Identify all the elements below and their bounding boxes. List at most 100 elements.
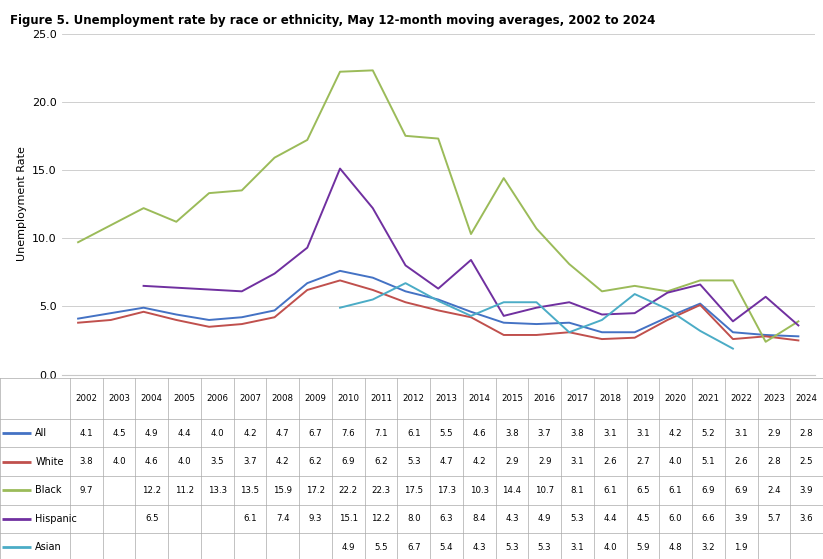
Text: 3.8: 3.8 [505,429,518,438]
Text: 7.6: 7.6 [342,429,355,438]
Text: 2.8: 2.8 [767,457,781,466]
Text: 2010: 2010 [337,394,360,403]
Text: 4.3: 4.3 [472,543,486,552]
Text: 10.7: 10.7 [535,486,554,495]
Text: 8.1: 8.1 [570,486,584,495]
Text: 3.8: 3.8 [570,429,584,438]
Text: 6.1: 6.1 [244,514,257,523]
Text: 4.0: 4.0 [603,543,617,552]
Text: 2012: 2012 [402,394,425,403]
Text: 10.3: 10.3 [470,486,489,495]
Text: 4.1: 4.1 [80,429,93,438]
Text: 2024: 2024 [796,394,817,403]
Text: 2.7: 2.7 [636,457,649,466]
Text: 2013: 2013 [435,394,458,403]
Text: 5.5: 5.5 [439,429,453,438]
Text: 13.5: 13.5 [240,486,259,495]
Text: 5.3: 5.3 [505,543,518,552]
Text: 3.1: 3.1 [636,429,649,438]
Text: 4.2: 4.2 [244,429,257,438]
Text: 6.1: 6.1 [669,486,682,495]
Text: 6.0: 6.0 [669,514,682,523]
Text: 2011: 2011 [370,394,392,403]
Text: 4.0: 4.0 [211,429,224,438]
Text: 4.0: 4.0 [669,457,682,466]
Text: 2.4: 2.4 [767,486,781,495]
Text: 3.2: 3.2 [701,543,715,552]
Text: 5.4: 5.4 [439,543,453,552]
Text: 17.2: 17.2 [306,486,325,495]
Text: 13.3: 13.3 [207,486,227,495]
Text: 2015: 2015 [501,394,523,403]
Text: 3.1: 3.1 [570,457,584,466]
Text: 3.6: 3.6 [800,514,813,523]
Text: Figure 5. Unemployment rate by race or ethnicity, May 12-month moving averages, : Figure 5. Unemployment rate by race or e… [10,14,655,27]
Text: 8.0: 8.0 [407,514,421,523]
Y-axis label: Unemployment Rate: Unemployment Rate [16,146,26,262]
Text: 4.0: 4.0 [178,457,192,466]
Text: 2.5: 2.5 [800,457,813,466]
Text: 6.6: 6.6 [701,514,715,523]
Text: 22.2: 22.2 [339,486,358,495]
Text: Hispanic: Hispanic [35,514,77,524]
Text: 2008: 2008 [272,394,294,403]
Text: 3.9: 3.9 [734,514,748,523]
Text: 4.0: 4.0 [112,457,126,466]
Text: 4.2: 4.2 [276,457,290,466]
Text: 2009: 2009 [305,394,327,403]
Text: 5.5: 5.5 [374,543,388,552]
Text: 2.9: 2.9 [505,457,518,466]
Text: 2.6: 2.6 [603,457,617,466]
Text: 2007: 2007 [239,394,261,403]
Text: 5.2: 5.2 [701,429,715,438]
Text: 6.1: 6.1 [407,429,421,438]
Text: 9.7: 9.7 [80,486,93,495]
Text: 2005: 2005 [174,394,196,403]
Text: 2019: 2019 [632,394,653,403]
Text: 4.3: 4.3 [505,514,518,523]
Text: 2.9: 2.9 [767,429,781,438]
Text: 6.9: 6.9 [702,486,715,495]
Text: 2022: 2022 [730,394,752,403]
Text: 2020: 2020 [665,394,686,403]
Text: 17.3: 17.3 [437,486,456,495]
Text: 6.9: 6.9 [342,457,355,466]
Text: 4.9: 4.9 [145,429,159,438]
Text: 5.9: 5.9 [636,543,649,552]
Text: 4.5: 4.5 [636,514,649,523]
Text: 15.1: 15.1 [339,514,358,523]
Text: 11.2: 11.2 [175,486,194,495]
Text: Black: Black [35,485,62,495]
Text: 6.9: 6.9 [734,486,748,495]
Text: 2.8: 2.8 [800,429,813,438]
Text: 3.9: 3.9 [800,486,813,495]
Text: 4.4: 4.4 [178,429,192,438]
Text: 3.7: 3.7 [244,457,257,466]
Text: 4.8: 4.8 [669,543,682,552]
Text: 4.6: 4.6 [145,457,159,466]
Text: 4.9: 4.9 [342,543,355,552]
Text: 2.6: 2.6 [734,457,748,466]
Text: 2018: 2018 [599,394,621,403]
Text: 2.9: 2.9 [538,457,551,466]
Text: 5.3: 5.3 [407,457,421,466]
Text: 22.3: 22.3 [371,486,391,495]
Text: 6.7: 6.7 [309,429,323,438]
Text: 12.2: 12.2 [142,486,161,495]
Text: 7.4: 7.4 [276,514,290,523]
Text: 6.5: 6.5 [145,514,159,523]
Text: 3.1: 3.1 [734,429,748,438]
Text: All: All [35,428,48,438]
Text: 2003: 2003 [108,394,130,403]
Text: 2006: 2006 [207,394,228,403]
Text: 4.2: 4.2 [472,457,486,466]
Text: 4.2: 4.2 [669,429,682,438]
Text: 3.8: 3.8 [80,457,93,466]
Text: 6.1: 6.1 [603,486,617,495]
Text: 7.1: 7.1 [374,429,388,438]
Text: White: White [35,457,63,467]
Text: 17.5: 17.5 [404,486,423,495]
Text: 3.7: 3.7 [538,429,551,438]
Text: Asian: Asian [35,542,62,552]
Text: 2002: 2002 [76,394,97,403]
